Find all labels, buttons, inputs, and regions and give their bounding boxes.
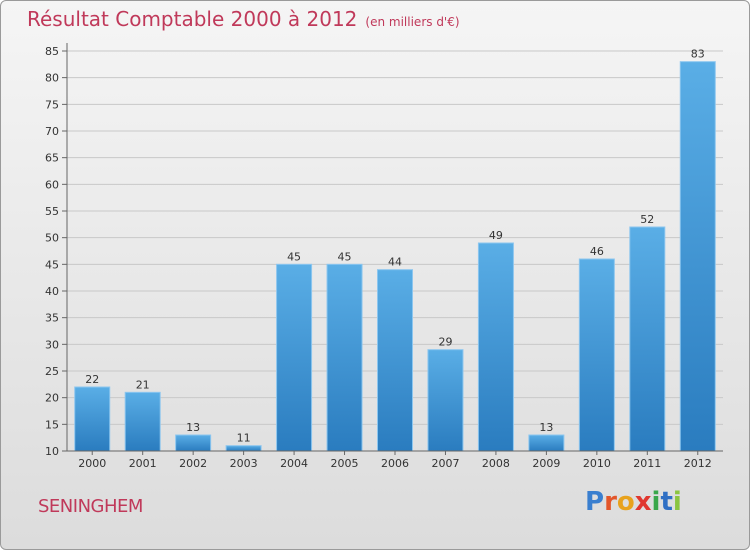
bar-value-label: 22 bbox=[85, 373, 99, 386]
y-tick-label: 85 bbox=[45, 45, 59, 58]
y-tick-label: 15 bbox=[45, 418, 59, 431]
y-tick-label: 20 bbox=[45, 392, 59, 405]
y-tick-label: 70 bbox=[45, 125, 59, 138]
logo-letter: t bbox=[660, 487, 673, 517]
bar-value-label: 83 bbox=[691, 48, 705, 61]
x-tick-label: 2002 bbox=[179, 457, 207, 470]
commune-name: SENINGHEM bbox=[38, 496, 143, 517]
y-tick-label: 10 bbox=[45, 445, 59, 458]
logo-letter: r bbox=[604, 487, 617, 517]
title-text: Résultat Comptable 2000 à 2012 bbox=[27, 7, 358, 31]
y-tick-label: 80 bbox=[45, 72, 59, 85]
y-tick-label: 30 bbox=[45, 338, 59, 351]
y-tick-label: 25 bbox=[45, 365, 59, 378]
bar-2000 bbox=[74, 386, 111, 452]
bar-value-label: 44 bbox=[388, 256, 402, 269]
x-tick-label: 2012 bbox=[684, 457, 712, 470]
y-tick-label: 55 bbox=[45, 205, 59, 218]
y-tick-label: 35 bbox=[45, 312, 59, 325]
bar-2006 bbox=[377, 269, 413, 452]
bar-value-label: 21 bbox=[136, 378, 150, 391]
bar-2010 bbox=[578, 258, 615, 452]
bar-value-label: 49 bbox=[489, 229, 503, 242]
bar-value-label: 52 bbox=[640, 213, 654, 226]
y-tick-label: 65 bbox=[45, 152, 59, 165]
chart-subtitle: (en milliers d'€) bbox=[365, 15, 460, 29]
y-tick-label: 75 bbox=[45, 98, 59, 111]
proxiti-logo: Proxiti bbox=[585, 487, 682, 517]
bars-group: 22 21 13 11 45 45 44 29 49 13 46 52 83 bbox=[74, 48, 716, 452]
x-tick-label: 2007 bbox=[431, 457, 459, 470]
x-tick-label: 2001 bbox=[129, 457, 157, 470]
y-tick-label: 45 bbox=[45, 258, 59, 271]
x-tick-label: 2003 bbox=[230, 457, 258, 470]
bar-value-label: 46 bbox=[590, 245, 604, 258]
logo-letter: P bbox=[585, 487, 605, 517]
logo-letter: x bbox=[634, 487, 652, 517]
bar-2003 bbox=[225, 445, 262, 452]
y-axis-tick-labels: 10 15 20 25 30 35 40 45 50 55 60 65 70 75 80 85 bbox=[45, 45, 67, 458]
bar-2007 bbox=[427, 349, 464, 452]
chart-title: Résultat Comptable 2000 à 2012 (en millie… bbox=[27, 7, 460, 31]
x-tick-label: 2010 bbox=[583, 457, 611, 470]
y-tick-label: 60 bbox=[45, 178, 59, 191]
axes bbox=[66, 43, 723, 452]
bar-2011 bbox=[629, 226, 666, 452]
bar-2009 bbox=[528, 434, 565, 452]
x-tick-label: 2006 bbox=[381, 457, 409, 470]
x-tick-label: 2004 bbox=[280, 457, 308, 470]
logo-letter: i bbox=[651, 487, 661, 517]
x-tick-label: 2009 bbox=[532, 457, 560, 470]
bar-2001 bbox=[124, 391, 161, 452]
x-tick-label: 2008 bbox=[482, 457, 510, 470]
x-tick-label: 2000 bbox=[78, 457, 106, 470]
x-tick-label: 2005 bbox=[331, 457, 359, 470]
bar-value-label: 11 bbox=[237, 432, 251, 445]
bar-2008 bbox=[477, 242, 514, 452]
bar-2004 bbox=[276, 263, 313, 452]
bar-value-label: 45 bbox=[338, 250, 352, 263]
bar-value-label: 45 bbox=[287, 250, 301, 263]
x-tick-label: 2011 bbox=[633, 457, 661, 470]
bar-2005 bbox=[326, 263, 363, 452]
y-tick-label: 40 bbox=[45, 285, 59, 298]
bar-value-label: 13 bbox=[186, 421, 200, 434]
y-tick-label: 50 bbox=[45, 232, 59, 245]
bar-value-label: 29 bbox=[438, 336, 452, 349]
logo-letter: o bbox=[616, 487, 635, 517]
bar-2002 bbox=[175, 434, 212, 452]
bar-value-label: 13 bbox=[539, 421, 553, 434]
bar-2012 bbox=[679, 61, 716, 452]
logo-letter: i bbox=[672, 487, 682, 517]
x-axis-tick-labels: 2000 2001 2002 2003 2004 2005 2006 2007 2008 2009… bbox=[78, 451, 712, 470]
